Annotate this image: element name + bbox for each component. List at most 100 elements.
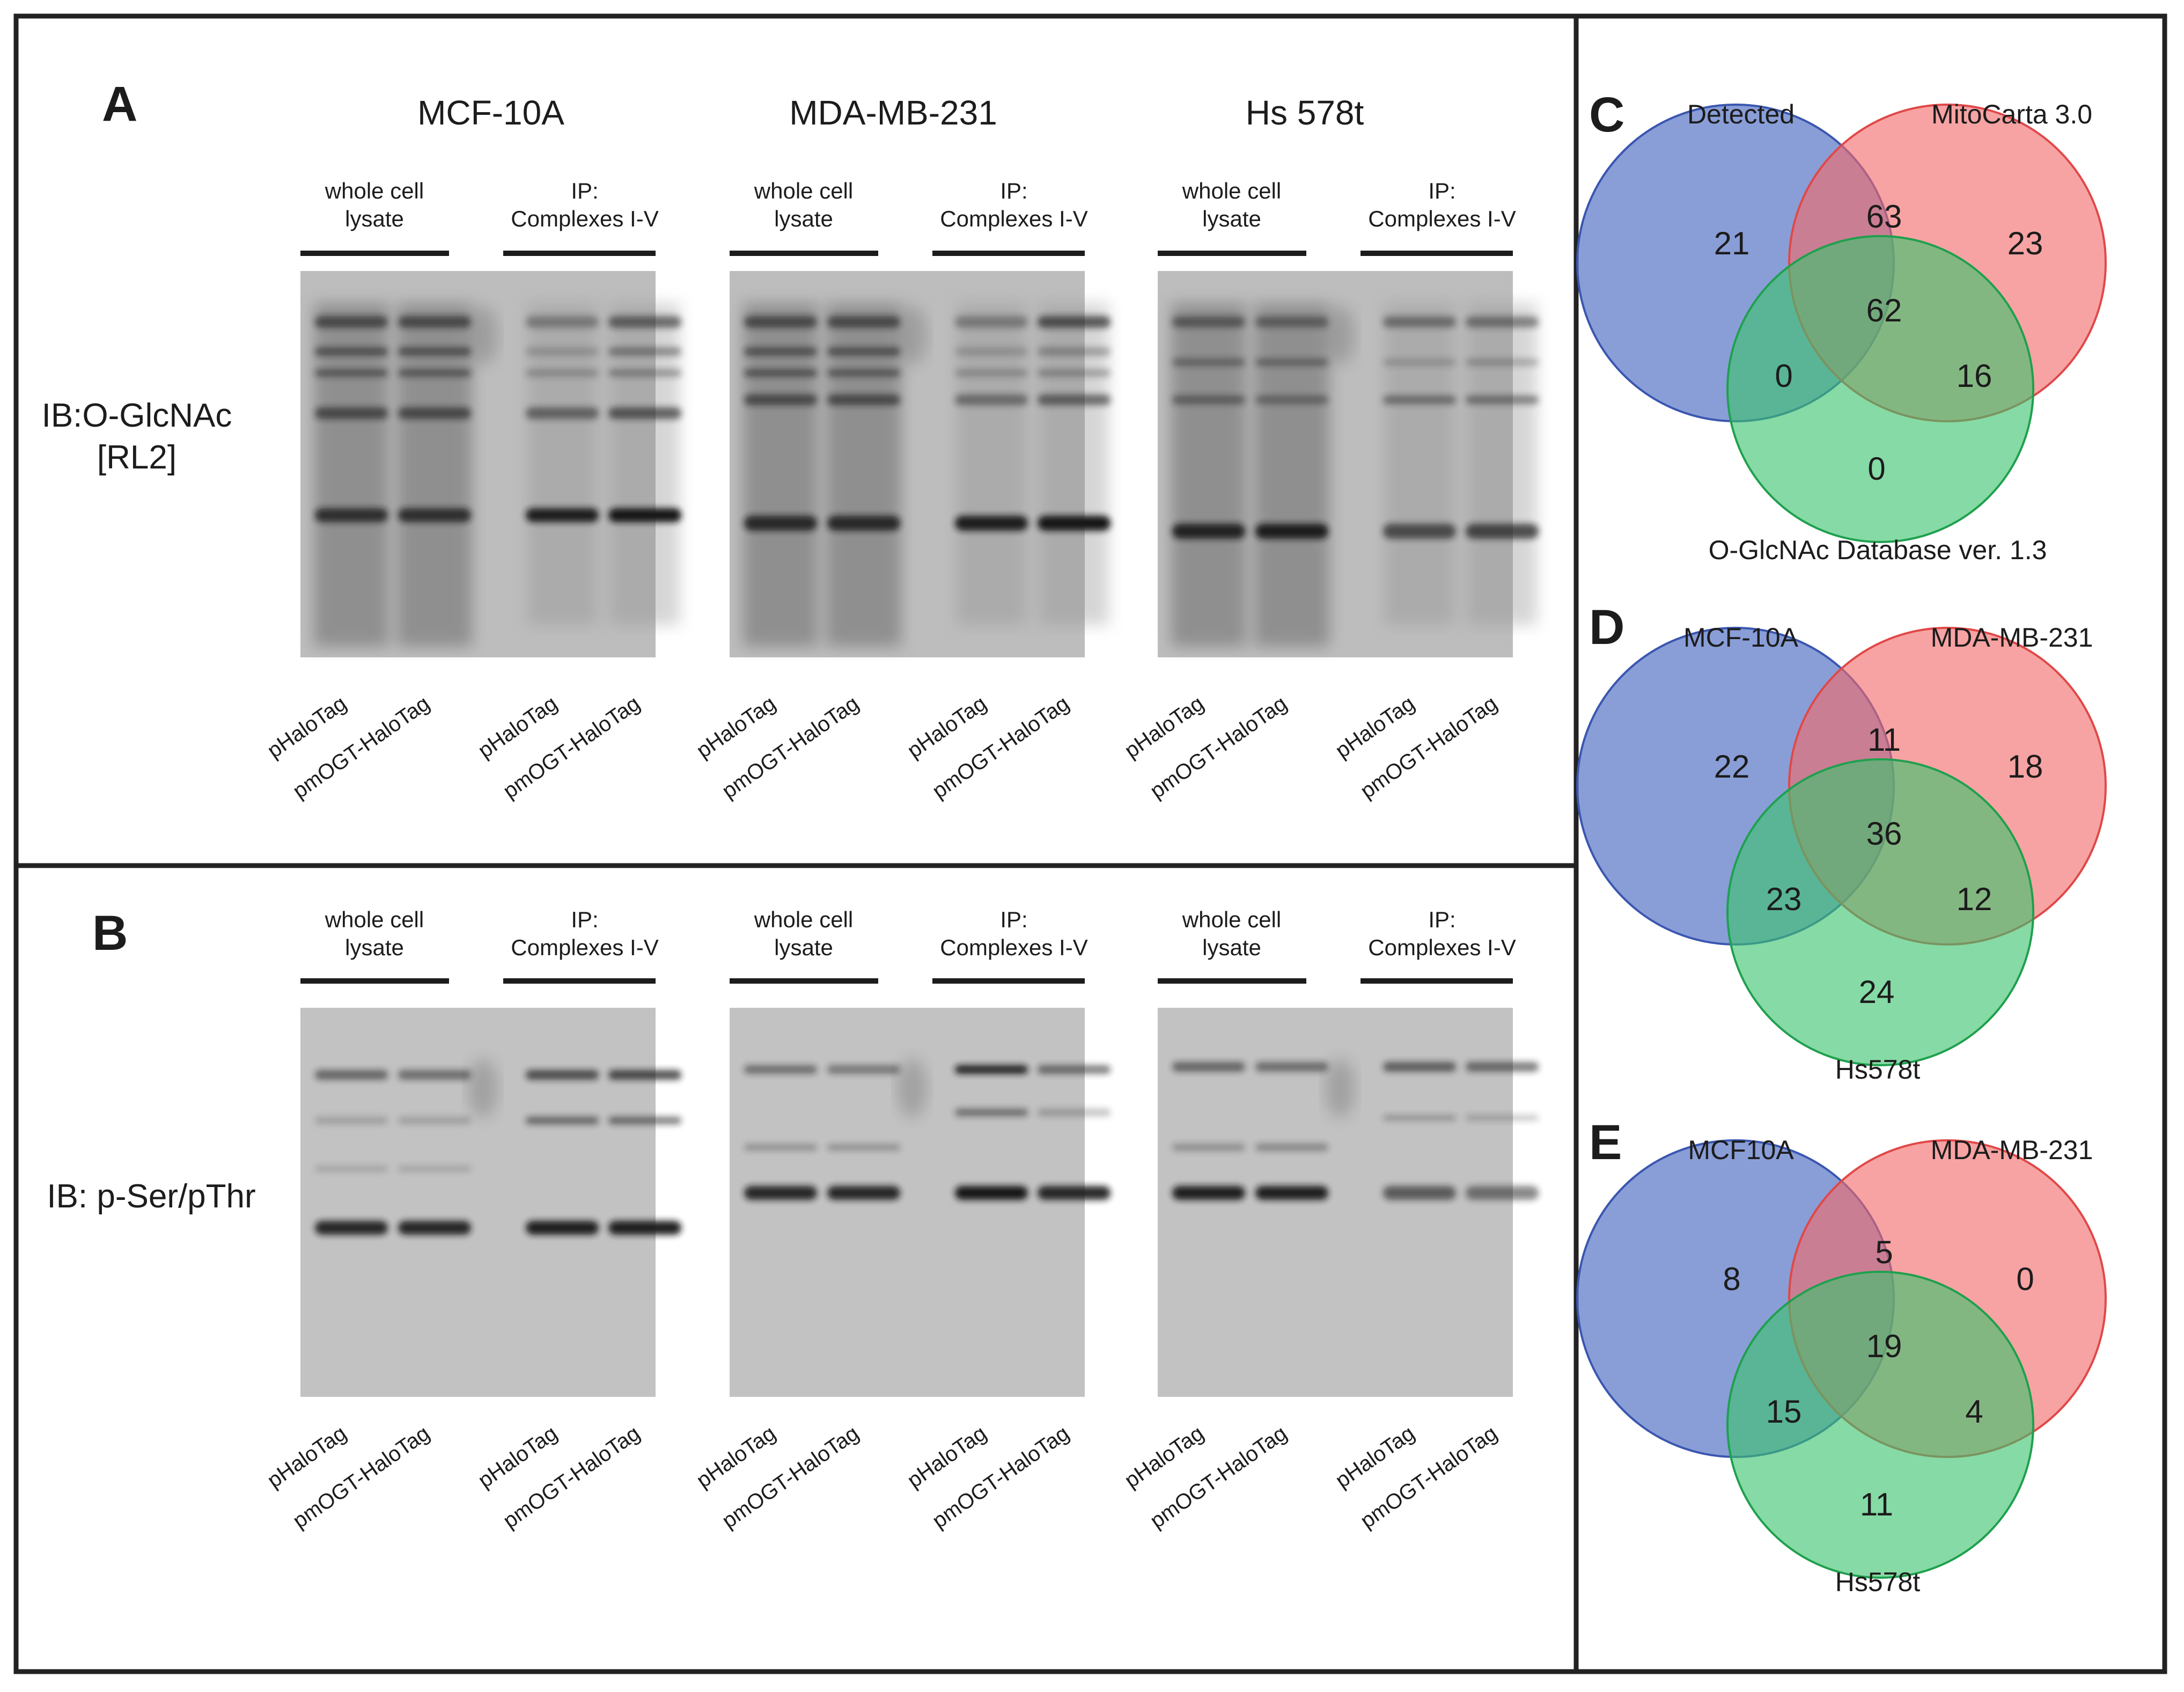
venn-circle-set-3 — [1726, 758, 2034, 1066]
blot-band — [526, 1221, 599, 1235]
blot-band — [315, 1221, 388, 1235]
blot-band — [744, 1065, 817, 1074]
venn-count-s123: 19 — [1866, 1328, 1902, 1364]
blot-band — [1466, 1062, 1539, 1072]
blot-band — [1038, 1109, 1111, 1116]
blot-band — [827, 369, 900, 377]
blot-band — [744, 369, 817, 377]
blot-band — [398, 508, 471, 522]
blot-band — [526, 407, 599, 419]
blot-band — [1172, 1186, 1245, 1200]
blot-band — [955, 347, 1028, 356]
blot-band — [1038, 347, 1111, 356]
lane-label: pmOGT-HaloTag — [1146, 1422, 1291, 1533]
lane-label: pmOGT-HaloTag — [928, 692, 1073, 803]
venn-set-label-1: MCF-10A — [1683, 622, 1799, 653]
lane-label: pmOGT-HaloTag — [1146, 692, 1291, 803]
blot-band — [1383, 1186, 1456, 1200]
blot-band — [398, 1070, 471, 1080]
blot-band — [1038, 316, 1111, 328]
blot-band — [744, 1186, 817, 1200]
venn-c: C Detected MitoCarta 3.0 O-GlcNAc Database … — [1576, 87, 2107, 565]
blot-band — [315, 369, 388, 377]
venn-set-label-1: MCF10A — [1688, 1135, 1794, 1165]
blot-band — [744, 394, 817, 405]
blot-band — [1172, 1144, 1245, 1151]
outer-frame — [13, 13, 2167, 1674]
lane-smear — [1467, 303, 1537, 625]
blot-band — [608, 1070, 681, 1080]
group-label-whole-cell: whole cell lysate — [325, 178, 424, 231]
blot-band — [1038, 394, 1111, 405]
blot-band — [1383, 524, 1456, 539]
blot-band — [1466, 524, 1539, 539]
blot-band — [744, 316, 817, 328]
group-label-ip: IP: Complexes I-V — [1368, 907, 1516, 960]
venn-circle-set-3 — [1726, 235, 2034, 543]
blot-band — [827, 316, 900, 328]
blot-band — [955, 369, 1028, 377]
lane-smear — [1171, 303, 1246, 647]
lane-smear — [1254, 303, 1329, 647]
blot-band — [1038, 369, 1111, 377]
lane-label: pmOGT-HaloTag — [289, 692, 434, 803]
lane-smear — [610, 303, 680, 625]
venn-count-s12: 63 — [1866, 199, 1902, 235]
lane-smear — [527, 303, 597, 625]
cell-line-title-1: MCF-10A — [417, 93, 564, 132]
marker-lane — [1325, 306, 1355, 365]
lane-smear — [397, 303, 472, 647]
group-label-whole-cell: whole cell lysate — [1182, 178, 1281, 231]
lane-label: pmOGT-HaloTag — [499, 692, 644, 803]
blot-band — [744, 347, 817, 356]
blot-band — [526, 316, 599, 328]
venn-set-label-2: MitoCarta 3.0 — [1931, 99, 2092, 129]
blot-band — [1038, 1065, 1111, 1074]
blot-band — [744, 1144, 817, 1151]
venn-count-s23: 16 — [1957, 358, 1992, 394]
blot-band — [1172, 395, 1245, 404]
antibody-label-b: IB: p-Ser/pThr — [47, 1178, 255, 1215]
lane-smear — [314, 303, 389, 647]
blot-band — [955, 394, 1028, 405]
blot-band — [608, 407, 681, 419]
blot-band — [1466, 1115, 1539, 1120]
venn-letter: E — [1589, 1115, 1622, 1170]
panel-a: A MCF-10A MDA-MB-231 Hs 578t IB:O-GlcNAc… — [42, 77, 1364, 476]
blot-band — [1383, 1062, 1456, 1072]
blot-band — [1255, 1062, 1328, 1072]
blot-band — [398, 369, 471, 377]
blot-band — [315, 347, 388, 356]
group-label-whole-cell: whole cell lysate — [754, 907, 853, 960]
blot-band — [955, 516, 1028, 531]
group-label-ip: IP: Complexes I-V — [940, 907, 1087, 960]
blot-band — [1383, 317, 1456, 327]
blot-band — [1172, 358, 1245, 366]
blot-band — [827, 1065, 900, 1074]
blot-band — [315, 407, 388, 419]
group-label-whole-cell: whole cell lysate — [325, 907, 424, 960]
blot-band — [955, 316, 1028, 328]
marker-lane — [897, 1059, 927, 1118]
venn-count-only-2: 18 — [2007, 749, 2043, 785]
group-label-ip: IP: Complexes I-V — [940, 178, 1087, 231]
venn-count-s123: 36 — [1866, 816, 1902, 852]
panel-a-letter: A — [102, 77, 137, 131]
blot-band — [827, 1144, 900, 1151]
venn-count-only-3: 24 — [1859, 974, 1895, 1010]
venn-letter: C — [1589, 87, 1624, 142]
blot-band — [315, 1070, 388, 1080]
blot-band — [1383, 1115, 1456, 1120]
blot-band — [827, 1186, 900, 1200]
blot-band — [1255, 1144, 1328, 1151]
venn-set-label-3: Hs578t — [1835, 1054, 1921, 1085]
blot-band — [1255, 395, 1328, 404]
blot-band — [955, 1186, 1028, 1200]
blot-band — [827, 516, 900, 531]
venn-count-s23: 4 — [1965, 1394, 1983, 1430]
